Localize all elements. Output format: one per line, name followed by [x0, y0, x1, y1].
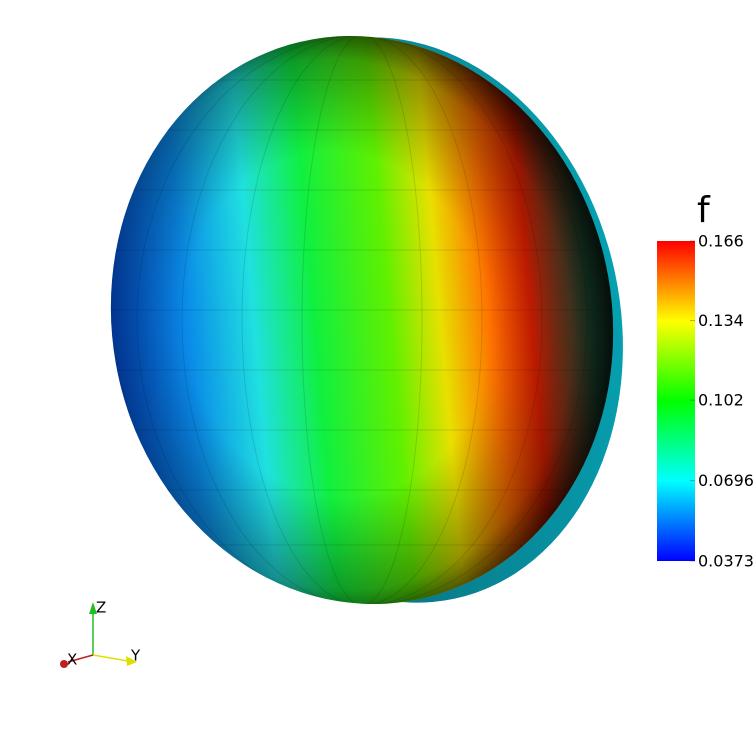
tick-label: 0.0373 [698, 552, 754, 571]
tick-label: 0.166 [698, 232, 744, 251]
surface [100, 34, 623, 606]
axis-label-y: Y [130, 647, 141, 665]
scalar-bar-title: f [697, 190, 711, 231]
axis-label-x: X [67, 651, 77, 669]
tick-label: 0.102 [698, 391, 744, 410]
axes-triad: Z Y X [60, 599, 141, 669]
scalar-bar [657, 241, 695, 561]
tick-label: 0.134 [698, 311, 744, 330]
axis-label-z: Z [96, 599, 106, 617]
shading [110, 35, 614, 605]
tick-label: 0.0696 [698, 471, 754, 490]
